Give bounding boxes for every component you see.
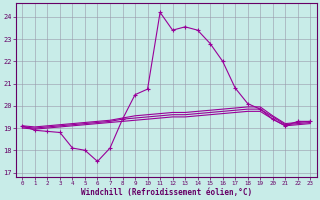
X-axis label: Windchill (Refroidissement éolien,°C): Windchill (Refroidissement éolien,°C)	[81, 188, 252, 197]
